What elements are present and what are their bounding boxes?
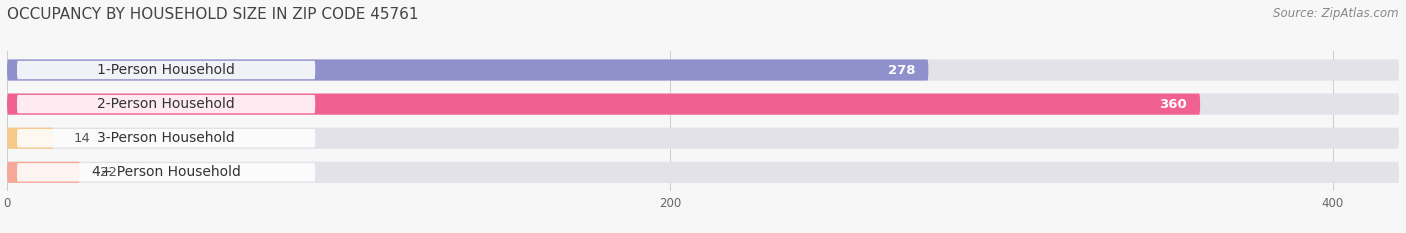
FancyBboxPatch shape [17,129,315,147]
Text: 360: 360 [1159,98,1187,111]
FancyBboxPatch shape [17,95,315,113]
Text: 4+ Person Household: 4+ Person Household [91,165,240,179]
FancyBboxPatch shape [7,59,1399,81]
Text: 2-Person Household: 2-Person Household [97,97,235,111]
FancyBboxPatch shape [17,61,315,79]
Text: 278: 278 [887,64,915,76]
Text: Source: ZipAtlas.com: Source: ZipAtlas.com [1274,7,1399,20]
FancyBboxPatch shape [7,128,53,149]
FancyBboxPatch shape [7,93,1201,115]
FancyBboxPatch shape [7,59,928,81]
Text: OCCUPANCY BY HOUSEHOLD SIZE IN ZIP CODE 45761: OCCUPANCY BY HOUSEHOLD SIZE IN ZIP CODE … [7,7,419,22]
FancyBboxPatch shape [7,162,1399,183]
Text: 1-Person Household: 1-Person Household [97,63,235,77]
Text: 22: 22 [100,166,117,179]
FancyBboxPatch shape [7,162,80,183]
FancyBboxPatch shape [7,93,1399,115]
Text: 14: 14 [73,132,90,145]
FancyBboxPatch shape [17,163,315,182]
Text: 3-Person Household: 3-Person Household [97,131,235,145]
FancyBboxPatch shape [7,128,1399,149]
